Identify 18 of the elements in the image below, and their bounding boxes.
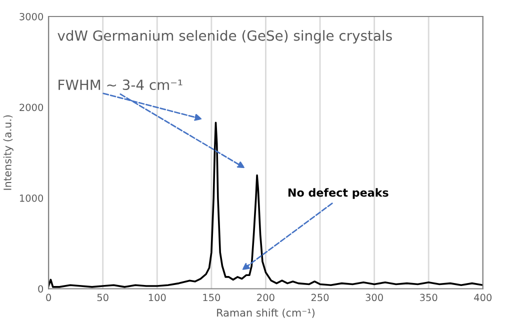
x-tick-label: 200 [257,294,274,302]
x-tick-label: 400 [474,294,492,302]
annotation: FWHM ~ 3-4 cm⁻¹ [58,80,182,90]
x-tick-label: 250 [311,294,329,302]
x-tick-label: 350 [420,294,438,302]
x-tick-label: 50 [97,294,108,302]
x-tick-label: 150 [203,294,220,302]
annotation: No defect peaks [288,188,388,199]
y-tick-label: 1000 [20,194,44,202]
y-axis-title: Intensity (a.u.) [3,115,14,190]
text: vdW Germanium selenide (GeSe) single crystals [58,30,392,44]
x-tick-label: 300 [366,294,383,302]
x-tick-label: 100 [148,294,166,302]
y-tick-label: 2000 [20,104,44,112]
y-tick-label: 3000 [20,12,44,20]
x-axis-title: Raman shift (cm⁻¹) [217,308,314,318]
y-tick-label: 0 [38,285,44,293]
x-tick-label: 0 [46,294,51,302]
